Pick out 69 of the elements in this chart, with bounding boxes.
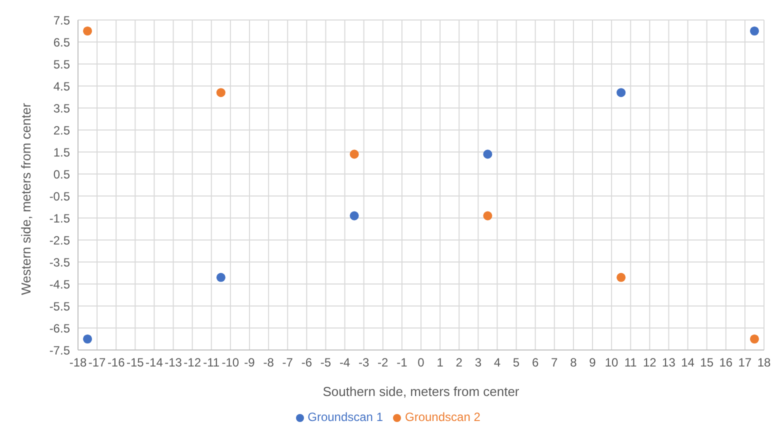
x-tick-label: 7 <box>551 356 558 370</box>
x-tick-label: -9 <box>244 356 256 370</box>
x-tick-label: -16 <box>107 356 126 370</box>
x-tick-label: 14 <box>681 356 695 370</box>
x-tick-label: 4 <box>494 356 501 370</box>
legend-label: Groundscan 1 <box>308 410 383 424</box>
x-tick-label: 18 <box>757 356 771 370</box>
y-tick-label: -7.5 <box>49 343 70 358</box>
x-tick-label: -5 <box>320 356 332 370</box>
y-tick-label: 4.5 <box>53 79 70 94</box>
point <box>483 211 492 220</box>
x-tick-label: 1 <box>436 356 444 370</box>
x-tick-label: -2 <box>378 356 389 370</box>
point <box>616 88 626 98</box>
point <box>83 334 92 344</box>
point <box>83 26 92 36</box>
point <box>750 26 759 36</box>
y-tick-label: 0.5 <box>53 167 70 182</box>
x-tick-label: 10 <box>604 356 619 370</box>
x-tick-label: -4 <box>339 356 350 370</box>
point <box>483 150 492 159</box>
x-tick-label: -18 <box>69 356 87 370</box>
point <box>216 272 226 282</box>
x-axis-title: Southern side, meters from center <box>322 384 520 399</box>
y-tick-label: -4.5 <box>49 277 70 292</box>
y-tick-label: 7.5 <box>53 13 70 28</box>
x-tick-label: -12 <box>184 356 202 370</box>
y-tick-label: 3.5 <box>53 101 70 116</box>
x-tick-label: 17 <box>738 356 752 370</box>
x-tick-label: 6 <box>532 356 539 370</box>
x-tick-label: 16 <box>719 356 733 370</box>
x-tick-label: 15 <box>700 356 714 370</box>
x-tick-label: -14 <box>146 356 164 370</box>
point <box>350 211 359 220</box>
y-axis-title: Western side, meters from center <box>18 102 34 295</box>
x-tick-label: 5 <box>512 356 520 370</box>
point <box>350 150 359 159</box>
x-tick-label: 3 <box>474 356 482 370</box>
x-tick-label: -8 <box>263 356 274 370</box>
point <box>616 272 626 282</box>
y-tick-label: -6.5 <box>49 321 70 336</box>
y-tick-label: -3.5 <box>49 255 70 270</box>
x-tick-label: -15 <box>126 356 144 370</box>
x-tick-label: -3 <box>358 356 370 370</box>
y-tick-label: 2.5 <box>53 123 70 138</box>
x-tick-label: 12 <box>642 356 657 370</box>
x-tick-label: 2 <box>456 356 463 370</box>
point <box>216 88 226 98</box>
y-tick-label: 1.5 <box>53 145 70 160</box>
x-tick-label: 13 <box>662 356 676 370</box>
x-tick-label: 11 <box>624 356 638 370</box>
y-tick-label: -2.5 <box>49 233 70 248</box>
x-tick-label: -7 <box>282 356 294 370</box>
x-tick-label: -10 <box>222 356 240 370</box>
x-tick-label: -1 <box>396 356 408 370</box>
y-tick-label: -1.5 <box>49 211 70 226</box>
point <box>750 334 759 344</box>
x-tick-label: -6 <box>301 356 312 370</box>
x-tick-label: 9 <box>589 356 596 370</box>
x-tick-label: 8 <box>570 356 578 370</box>
y-tick-label: 6.5 <box>53 35 70 50</box>
x-tick-label: 0 <box>418 356 425 370</box>
x-tick-label: -17 <box>88 356 106 370</box>
x-tick-label: -13 <box>164 356 182 370</box>
y-tick-label: -5.5 <box>49 299 70 314</box>
legend-label: Groundscan 2 <box>405 410 480 424</box>
y-tick-label: 5.5 <box>53 57 70 72</box>
y-tick-label: -0.5 <box>49 189 70 204</box>
x-tick-label: -11 <box>203 356 220 370</box>
